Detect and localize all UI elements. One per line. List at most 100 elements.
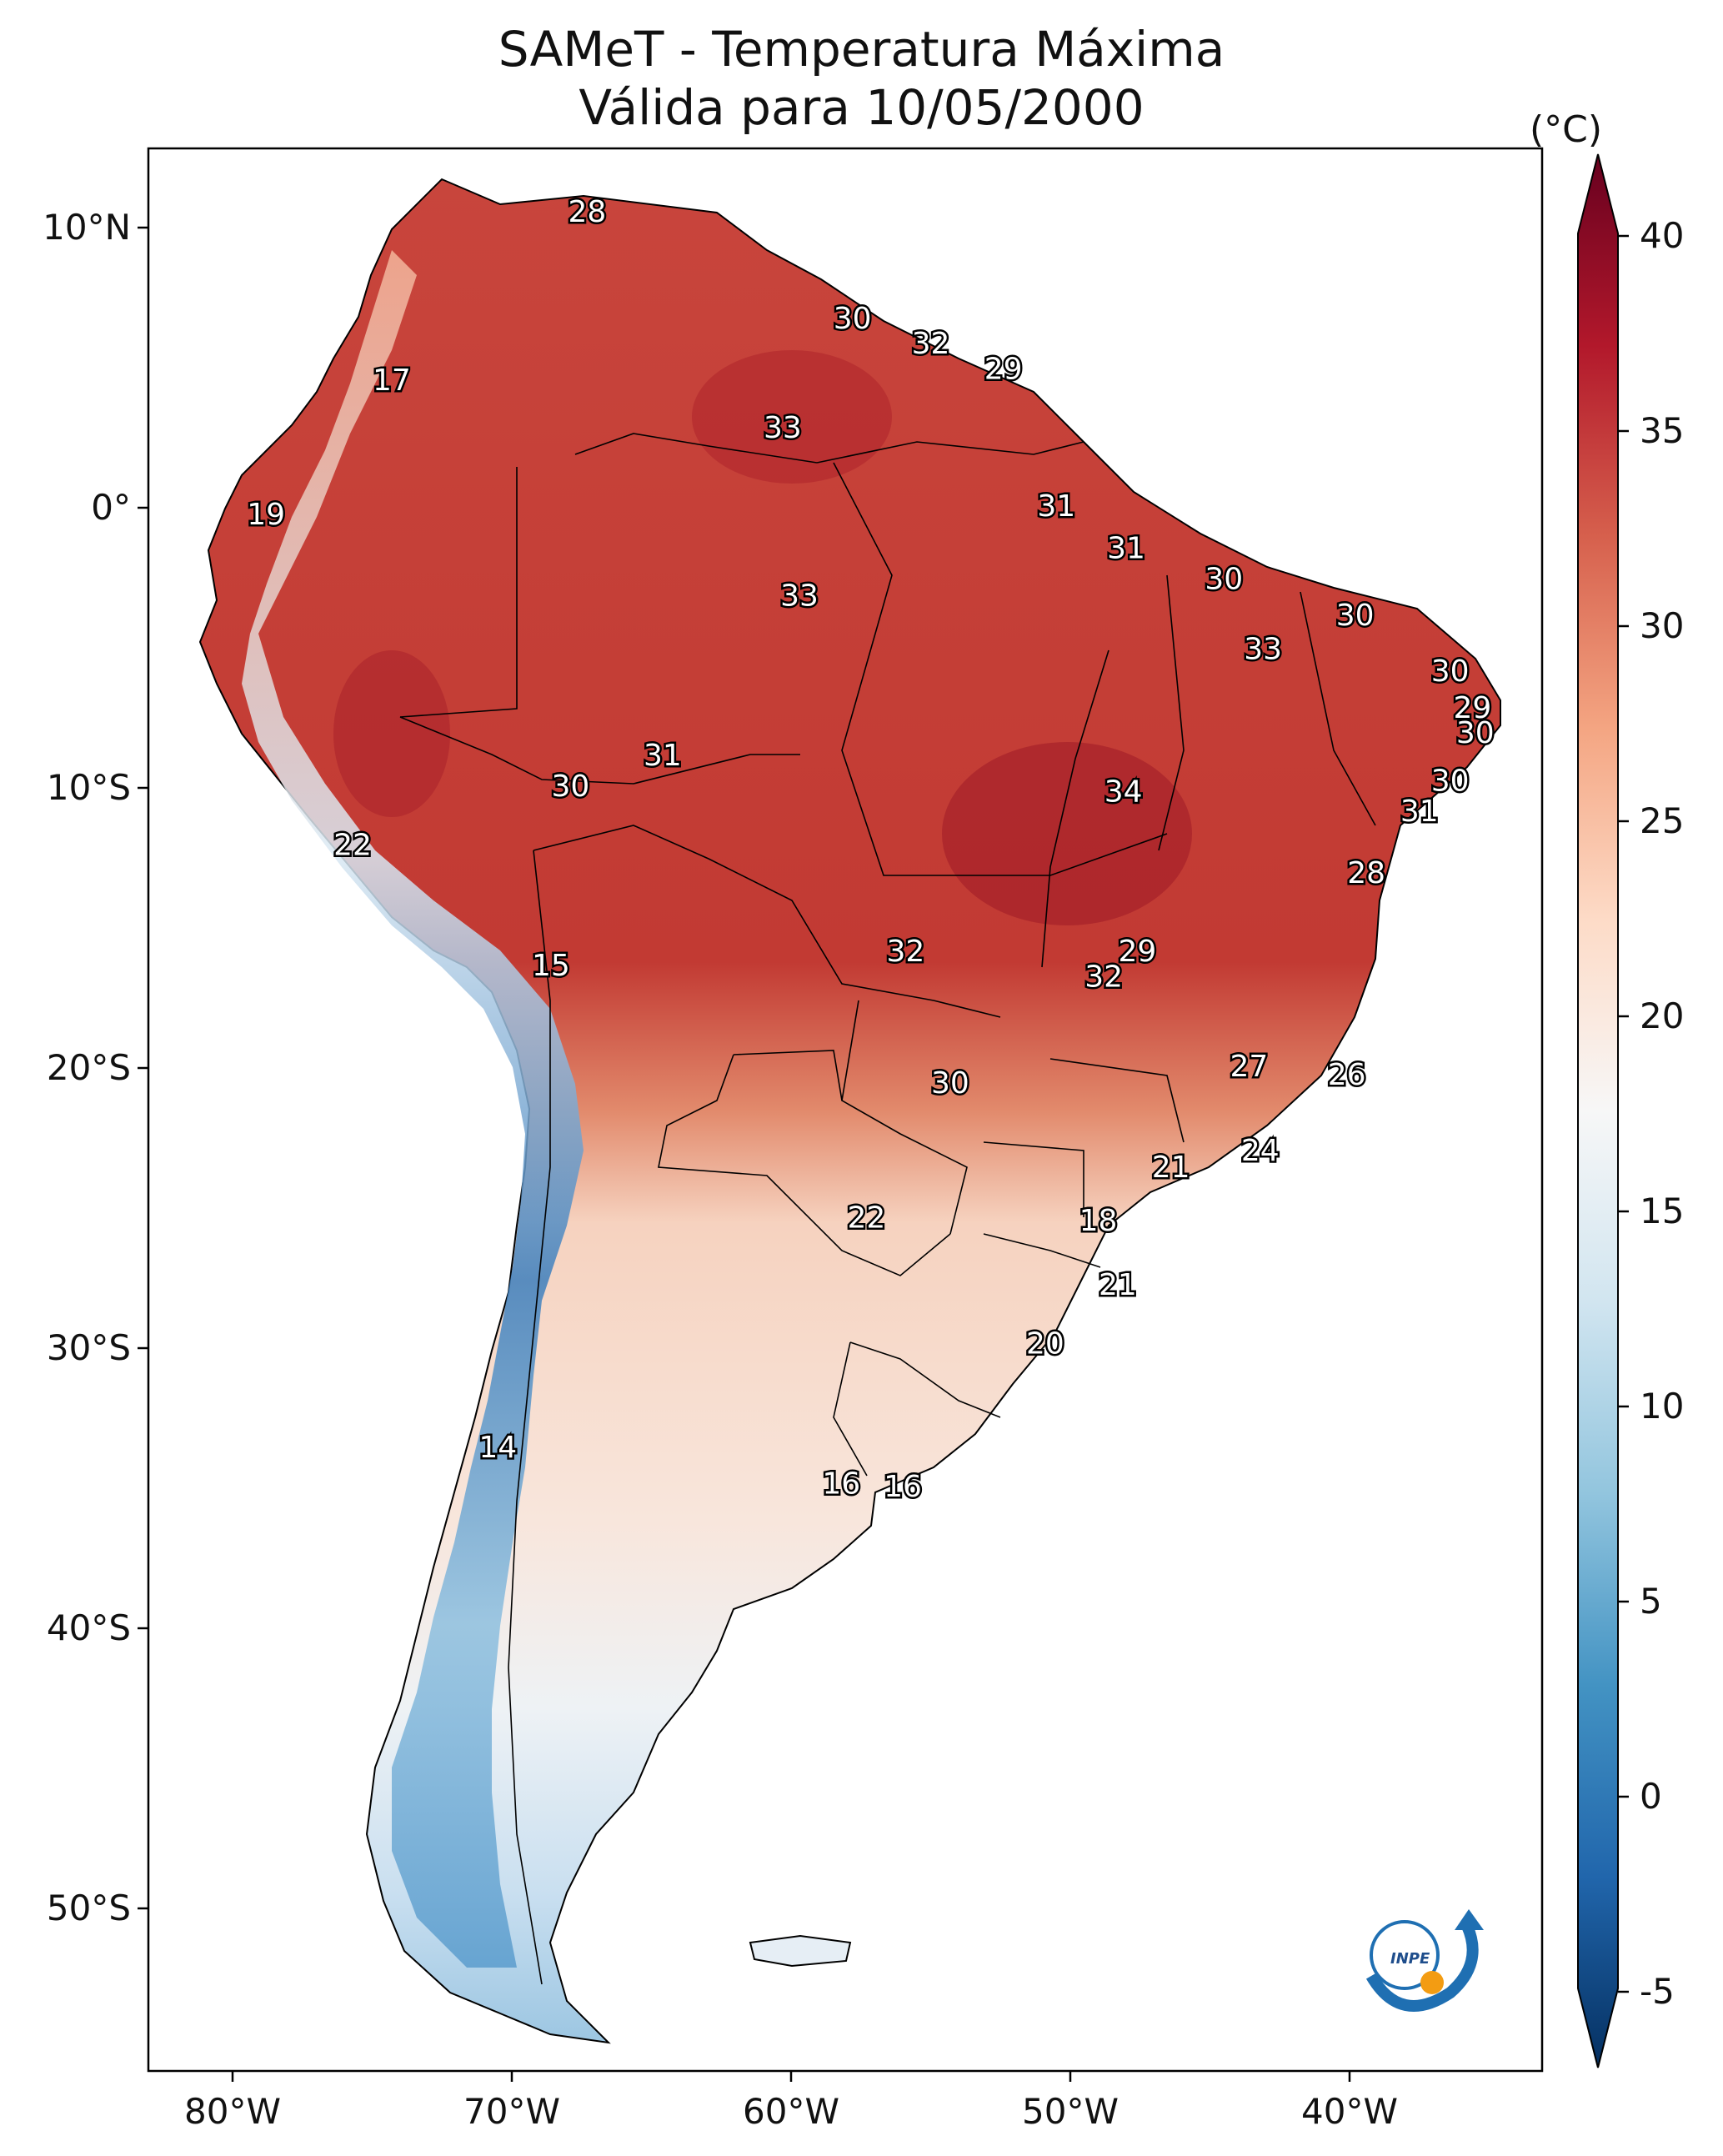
temperature-value-label: 29	[1118, 935, 1156, 969]
border	[833, 462, 1168, 876]
border	[849, 1341, 1001, 1418]
x-tick-label: 40°W	[1301, 2091, 1398, 2132]
temperature-value-label: 31	[644, 739, 682, 773]
temperature-value-label: 26	[1328, 1058, 1366, 1092]
temperature-value-label: 34	[1104, 775, 1143, 810]
y-tick-label: 50°S	[46, 1888, 131, 1928]
y-tick-label: 10°N	[43, 207, 131, 248]
temperature-value-label: 33	[764, 411, 802, 445]
temperature-value-label: 28	[1347, 856, 1385, 890]
axis-tick-marks	[138, 226, 1351, 2082]
inpe-logo-arrowhead	[1455, 1909, 1484, 1930]
hot-core-brazil	[942, 742, 1192, 925]
inpe-logo-dot	[1420, 1971, 1444, 1994]
temperature-value-label: 29	[1453, 691, 1491, 725]
map-frame	[147, 147, 1544, 2073]
border	[833, 1341, 868, 1477]
inpe-logo: INPE	[1365, 1909, 1484, 2012]
y-tick-label: 40°S	[46, 1607, 131, 1648]
temperature-value-label: 22	[848, 1201, 886, 1235]
temperature-value-label: 18	[1079, 1204, 1118, 1238]
border	[983, 1233, 1101, 1268]
temperature-value-label: 19	[247, 498, 285, 532]
border	[1158, 574, 1185, 851]
border	[733, 1050, 843, 1101]
temperature-value-label: 30	[931, 1066, 969, 1101]
temperature-value-label: 30	[834, 302, 872, 336]
colorbar-tick-label: 0	[1640, 1776, 1662, 1817]
temperature-value-label: 29	[984, 352, 1023, 386]
temperature-value-label: 21	[1099, 1268, 1137, 1302]
temperature-value-label: 16	[822, 1467, 860, 1502]
political-borders	[399, 433, 1376, 1985]
temperature-value-label: 31	[1037, 489, 1075, 524]
map-title: SAMeT - Temperatura Máxima	[498, 21, 1225, 78]
colorbar-tick-label: 5	[1640, 1581, 1662, 1622]
temperature-value-label: 16	[884, 1470, 922, 1504]
colorbar-tick-label: 20	[1640, 995, 1685, 1036]
temperature-value-label: 30	[1456, 716, 1495, 750]
temperature-value-label: 30	[551, 770, 589, 804]
y-tick-label: 30°S	[46, 1327, 131, 1368]
temperature-value-label: 33	[1244, 632, 1282, 666]
temperature-value-label: 27	[1230, 1050, 1268, 1084]
border	[983, 1141, 1084, 1217]
border	[658, 1054, 951, 1276]
colorbar-unit: (°C)	[1530, 108, 1603, 151]
border	[841, 1000, 968, 1235]
colorbar-tick-label: 35	[1640, 410, 1685, 451]
inpe-logo-ring	[1370, 1920, 1440, 1990]
y-tick-label: 10°S	[46, 767, 131, 808]
temperature-value-label: 20	[1026, 1327, 1064, 1361]
x-tick-label: 80°W	[184, 2091, 281, 2132]
colorbar-tick-label: -5	[1640, 1971, 1675, 2012]
temperature-value-label: 30	[1336, 599, 1375, 633]
temperature-value-label: 24	[1241, 1134, 1280, 1168]
y-tick-label: 20°S	[46, 1047, 131, 1088]
hot-core-amazon	[692, 350, 892, 484]
temperature-value-label: 33	[780, 579, 819, 614]
colorbar-ticks	[1618, 234, 1629, 1993]
y-tick-label: 0°	[91, 487, 131, 528]
temperature-value-label: 31	[1400, 795, 1439, 829]
x-tick-label: 70°W	[463, 2091, 560, 2132]
colorbar	[1577, 153, 1629, 2068]
temperature-value-label: 30	[1431, 764, 1470, 798]
map-area	[198, 178, 1501, 2044]
temperature-value-label: 32	[912, 327, 950, 361]
temperature-value-label: 30	[1205, 562, 1243, 596]
temperature-value-label: 15	[532, 949, 570, 983]
border	[508, 850, 551, 1985]
border	[1041, 649, 1109, 968]
border	[533, 825, 1001, 1018]
temperature-value-label: 30	[1431, 654, 1470, 689]
inpe-logo-text: INPE	[1390, 1950, 1430, 1968]
andes-cool-band	[242, 250, 584, 1968]
temperature-value-label: 31	[1107, 531, 1145, 565]
falkland-islands	[749, 1934, 852, 1968]
temperature-value-label: 14	[478, 1431, 517, 1465]
temperature-value-label: 32	[886, 935, 924, 969]
south-america-landmass	[198, 178, 1501, 2044]
x-tick-label: 50°W	[1022, 2091, 1119, 2132]
colorbar-tick-label: 10	[1640, 1386, 1685, 1426]
temperature-value-label: 17	[373, 364, 411, 398]
colorbar-tick-label: 30	[1640, 605, 1685, 646]
inpe-logo-arrow	[1365, 1923, 1479, 2012]
border	[574, 433, 818, 464]
hot-core-west	[333, 650, 450, 817]
temperature-value-label: 32	[1084, 960, 1123, 994]
temperature-value-label: 28	[568, 195, 607, 229]
colorbar-tick-label: 15	[1640, 1191, 1685, 1231]
colorbar-body	[1577, 153, 1619, 2068]
colorbar-tick-label: 25	[1640, 800, 1685, 841]
colorbar-tick-label: 40	[1640, 215, 1685, 256]
border	[1300, 591, 1376, 826]
border	[1049, 1058, 1185, 1143]
temperature-value-label: 21	[1152, 1151, 1190, 1185]
border	[399, 716, 800, 785]
temperature-value-label: 22	[333, 829, 372, 863]
border	[816, 441, 1084, 464]
